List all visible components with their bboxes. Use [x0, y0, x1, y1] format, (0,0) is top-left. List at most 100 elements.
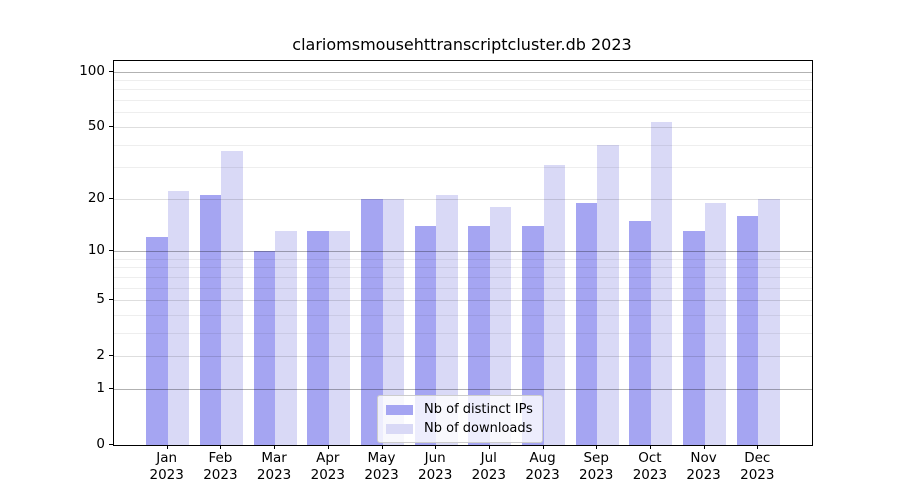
bar-distinct-ips-jan [146, 237, 168, 445]
x-tick-month: Sep [583, 450, 609, 466]
x-tick-mark-dec [757, 445, 759, 449]
y-tick-mark-20 [109, 197, 113, 199]
y-tick-mark-50 [109, 125, 113, 127]
legend-label-distinct-ips: Nb of distinct IPs [424, 402, 533, 417]
gridline-5 [114, 300, 812, 301]
y-tick-mark-100 [109, 70, 113, 72]
y-tick-mark-5 [109, 299, 113, 300]
bar-downloads-may [382, 198, 404, 445]
x-tick-year: 2023 [364, 467, 399, 483]
x-tick-month: Oct [638, 450, 662, 466]
gridline-minor-80 [114, 89, 812, 91]
y-tick-label-2: 2 [96, 347, 105, 364]
x-tick-year: 2023 [740, 467, 775, 483]
bar-distinct-ips-may [361, 198, 383, 445]
gridline-minor-4 [114, 314, 812, 316]
x-tick-mark-oct [649, 445, 651, 449]
legend-label-downloads: Nb of downloads [424, 421, 533, 436]
gridline-minor-60 [114, 112, 812, 114]
bar-downloads-jun [436, 194, 458, 445]
x-tick-label-sep: Sep 2023 [561, 450, 631, 484]
bar-distinct-ips-jun [414, 225, 437, 445]
x-tick-mark-jul [488, 445, 490, 449]
bar-distinct-ips-jul [468, 225, 490, 445]
x-tick-year: 2023 [686, 467, 721, 483]
x-tick-month: Feb [208, 450, 233, 466]
y-tick-label-0: 0 [96, 436, 105, 452]
bar-downloads-oct [650, 122, 673, 445]
x-tick-mark-jan [166, 445, 168, 449]
x-tick-year: 2023 [471, 467, 506, 483]
gridline-minor-30 [114, 167, 812, 169]
gridline-1 [114, 388, 812, 390]
y-tick-label-50: 50 [87, 117, 105, 134]
x-tick-year: 2023 [525, 467, 560, 483]
bar-downloads-feb [221, 150, 243, 445]
bar-downloads-mar [275, 231, 297, 445]
gridline-minor-70 [114, 100, 812, 101]
legend-item-distinct-ips: Nb of distinct IPs [386, 401, 533, 418]
y-tick-label-1: 1 [96, 379, 105, 396]
chart-title: clariomsmousehttranscriptcluster.db 2023 [292, 35, 632, 54]
x-tick-label-apr: Apr 2023 [293, 450, 363, 484]
bar-distinct-ips-apr [307, 231, 329, 445]
x-tick-mark-feb [220, 445, 222, 449]
legend-item-downloads: Nb of downloads [386, 420, 533, 437]
x-tick-label-may: May 2023 [347, 450, 417, 484]
x-tick-mark-apr [327, 445, 329, 449]
bar-downloads-jan [167, 191, 190, 445]
x-tick-month: Jun [424, 450, 446, 466]
bar-downloads-apr [328, 231, 351, 445]
gridline-minor-7 [114, 276, 812, 278]
x-tick-year: 2023 [149, 467, 184, 483]
y-tick-mark-2 [109, 355, 113, 357]
x-tick-month: Jan [156, 450, 178, 466]
legend-swatch-distinct-ips [386, 404, 413, 415]
x-tick-mark-jun [435, 445, 437, 449]
x-tick-label-mar: Mar 2023 [239, 450, 309, 484]
x-tick-label-oct: Oct 2023 [615, 450, 685, 484]
gridline-20 [114, 198, 812, 200]
x-tick-year: 2023 [632, 467, 668, 483]
bar-downloads-jul [489, 206, 512, 445]
bar-distinct-ips-sep [575, 202, 598, 445]
x-tick-label-dec: Dec 2023 [722, 450, 792, 484]
bar-downloads-sep [597, 144, 619, 445]
bar-distinct-ips-aug [522, 225, 544, 445]
bar-distinct-ips-oct [629, 220, 651, 445]
y-tick-label-20: 20 [87, 189, 105, 206]
x-tick-year: 2023 [579, 467, 614, 483]
x-tick-month: Jul [480, 450, 497, 466]
bars-layer [114, 61, 812, 445]
x-tick-year: 2023 [203, 467, 238, 483]
y-tick-label-100: 100 [79, 62, 105, 79]
bar-distinct-ips-dec [736, 215, 759, 445]
plot-area: Nb of distinct IPs Nb of downloads [113, 60, 813, 446]
x-tick-month: Mar [261, 450, 287, 466]
x-tick-year: 2023 [256, 467, 292, 483]
bar-downloads-dec [758, 198, 780, 445]
gridline-minor-6 [114, 287, 812, 289]
y-tick-label-5: 5 [96, 290, 105, 307]
legend-swatch-downloads [386, 423, 413, 434]
x-tick-year: 2023 [310, 467, 345, 483]
gridline-10 [114, 250, 812, 252]
y-tick-mark-1 [109, 387, 113, 389]
x-tick-label-aug: Aug 2023 [508, 450, 578, 484]
bar-downloads-aug [543, 164, 565, 445]
gridline-minor-9 [114, 258, 812, 260]
x-tick-month: Nov [690, 450, 717, 466]
legend: Nb of distinct IPs Nb of downloads [377, 395, 543, 443]
x-tick-month: Apr [316, 450, 340, 466]
grid-layer [114, 61, 812, 445]
y-tick-mark-10 [109, 249, 113, 251]
gridline-50 [114, 126, 812, 128]
gridline-minor-8 [114, 267, 812, 269]
x-tick-mark-nov [703, 445, 705, 449]
bar-distinct-ips-feb [199, 194, 222, 445]
x-tick-month: Aug [529, 450, 556, 466]
x-tick-month: Dec [744, 450, 771, 466]
x-tick-mark-sep [596, 445, 598, 449]
bar-downloads-nov [704, 202, 727, 445]
